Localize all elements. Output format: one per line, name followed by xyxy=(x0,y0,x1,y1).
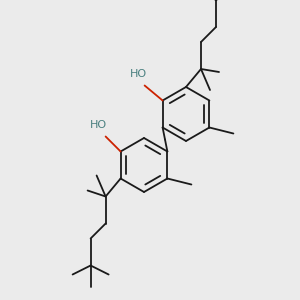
Text: HO: HO xyxy=(130,70,147,80)
Text: HO: HO xyxy=(90,121,107,130)
